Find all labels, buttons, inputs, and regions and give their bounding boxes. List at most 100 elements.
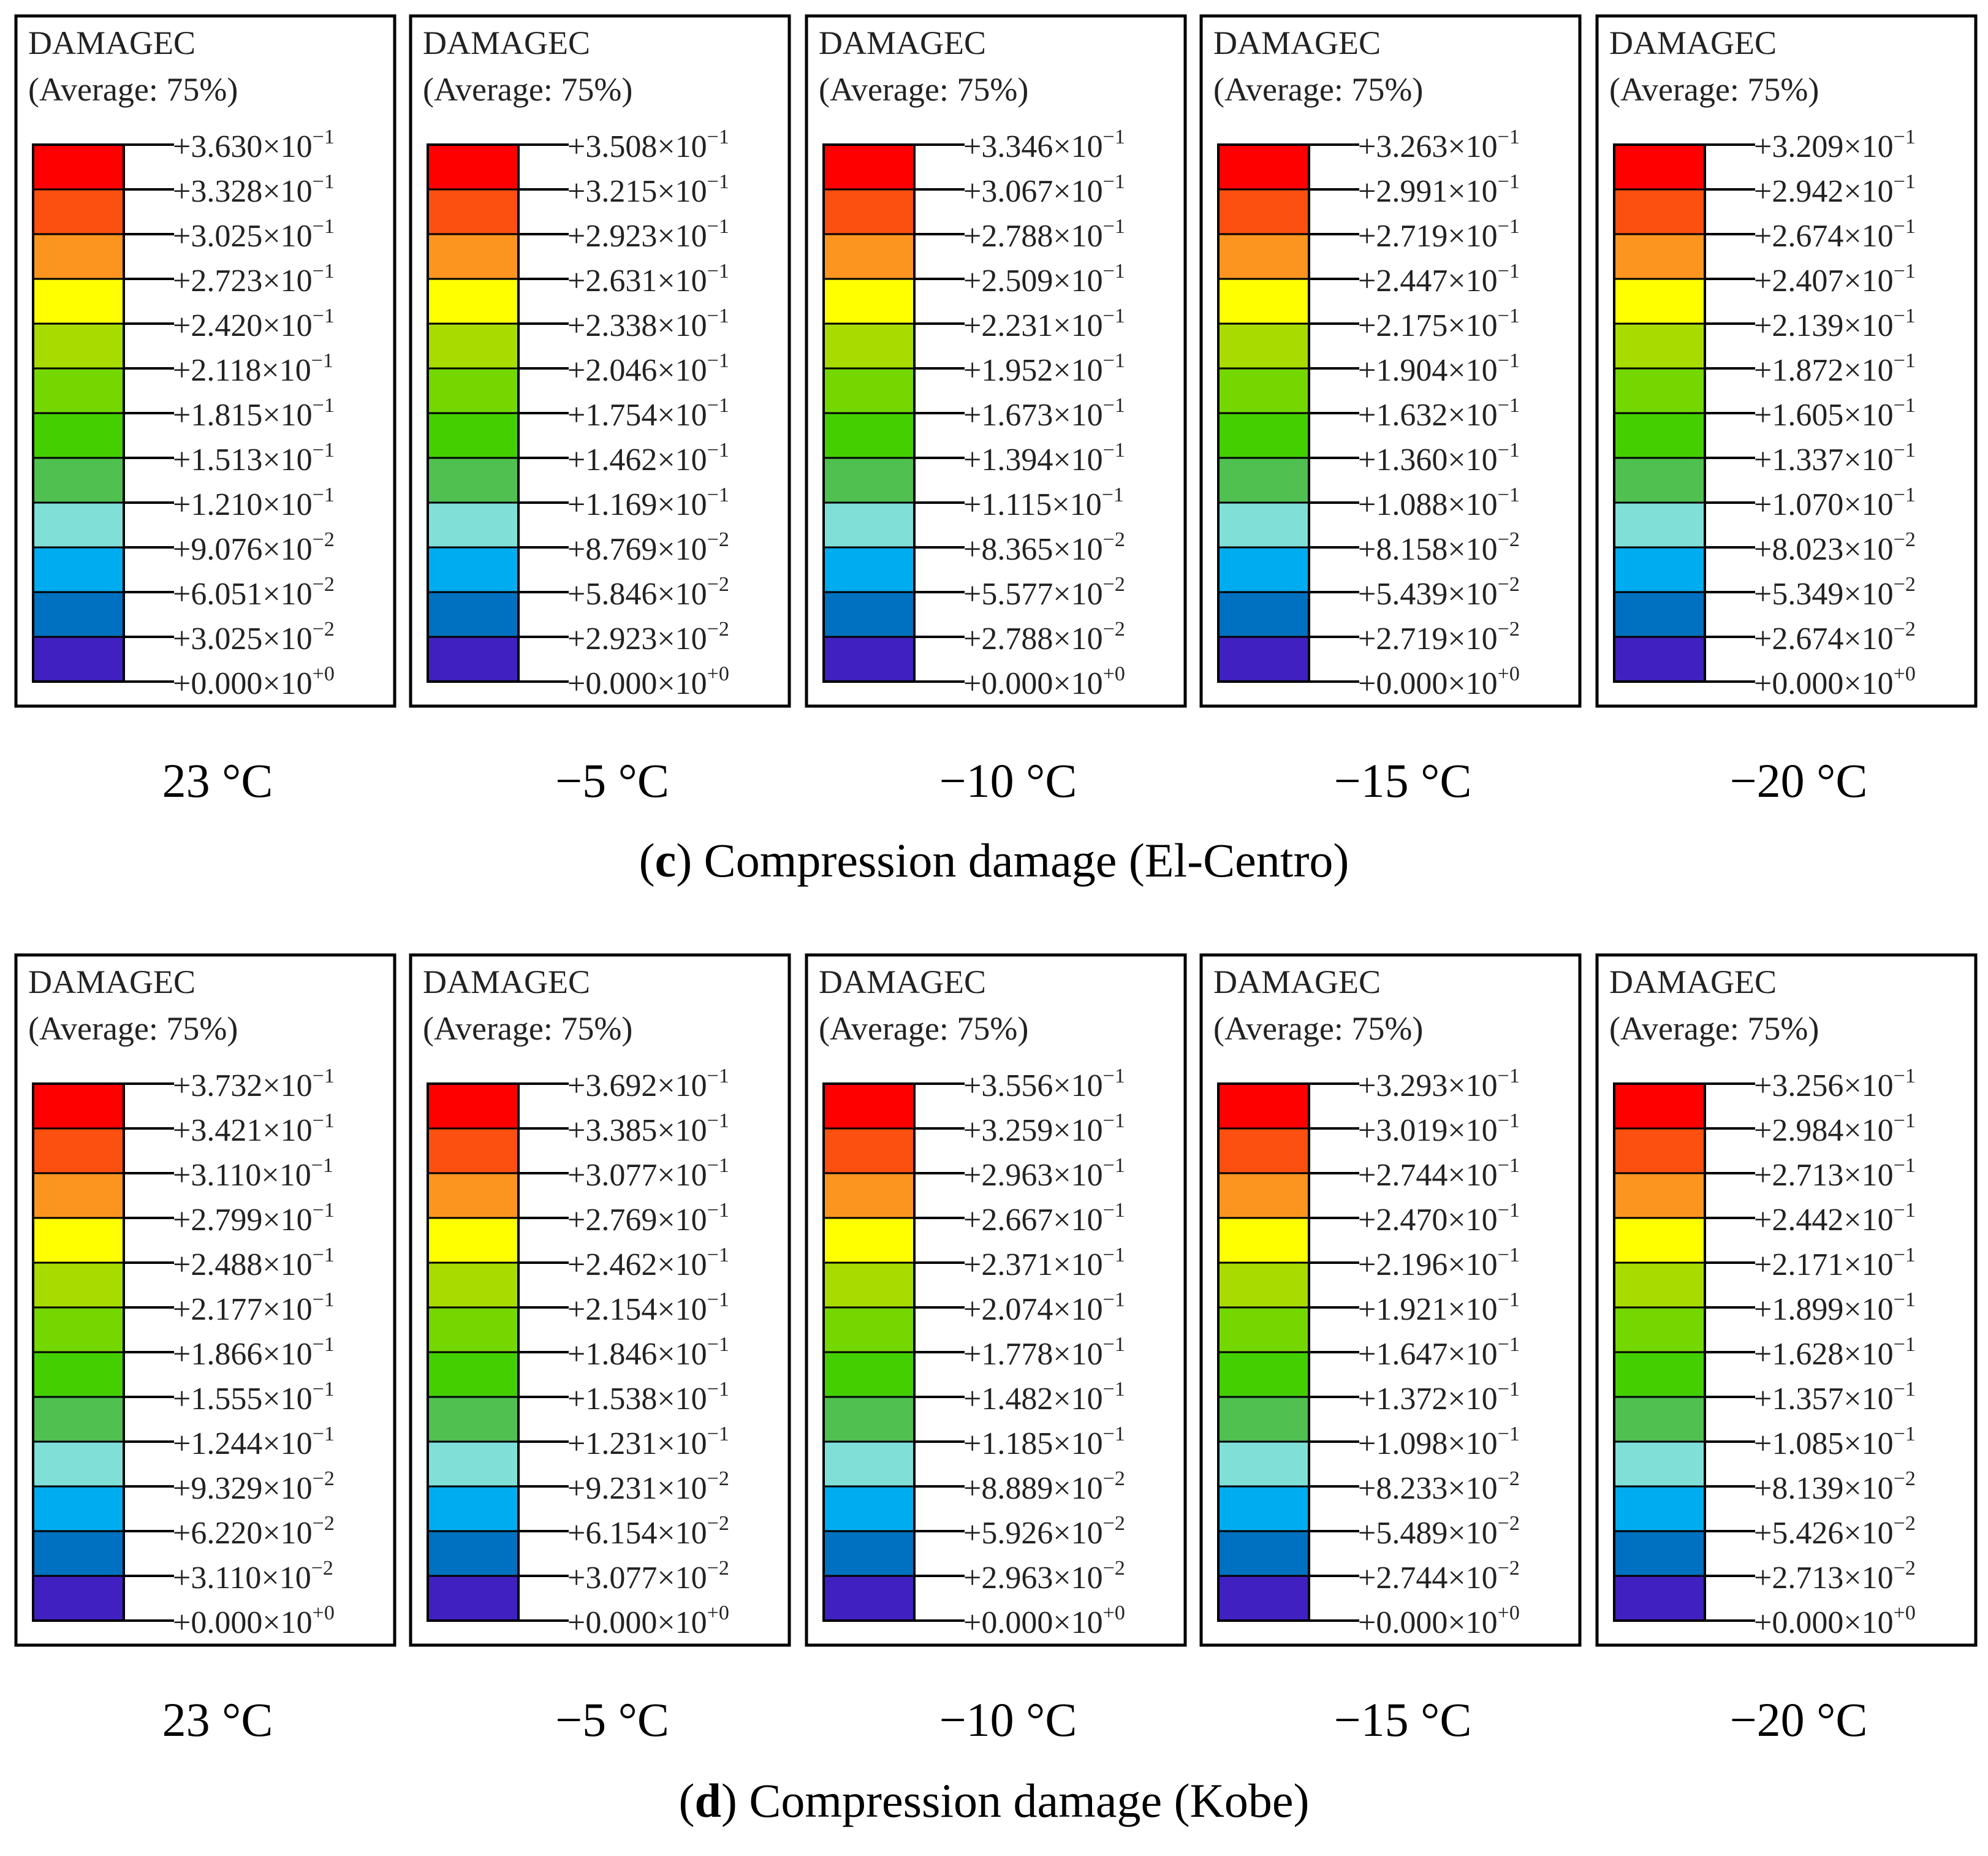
tick-mantissa: +2.407 [1754,264,1843,299]
tick-exponent: −2 [1498,528,1520,551]
tick-label: +2.470×10−1 [1358,1199,1520,1238]
tick-exponent: −1 [1103,260,1125,283]
tick-label: +0.000×10+0 [173,1602,335,1640]
color-band [32,1575,125,1622]
tick-label: +1.921×10−1 [1358,1288,1520,1327]
tick-exponent: −1 [313,1109,335,1132]
tick-exponent: +0 [1498,1602,1520,1624]
tick-label: +0.000×10+0 [963,1602,1125,1640]
tick-label: +2.175×10−1 [1358,305,1520,343]
color-band [822,636,916,683]
tick-times: ×10 [1447,1561,1497,1595]
color-band [1217,457,1310,504]
tick-exponent: −1 [1894,1288,1916,1311]
tick-label: +5.426×10−2 [1754,1512,1916,1551]
temperature-label: 23 °C [162,1693,273,1746]
tick-exponent: −1 [1103,1423,1125,1445]
tick-label: +1.754×10−1 [567,394,729,433]
tick-label: +2.447×10−1 [1358,260,1520,299]
color-band [32,1306,125,1353]
temperature-label: −10 °C [939,1693,1077,1746]
tick-mantissa: +2.744 [1358,1158,1447,1193]
color-band [427,233,520,280]
temperature-label: −20 °C [1730,754,1868,807]
tick-times: ×10 [1843,219,1893,254]
tick-label: +1.244×10−1 [173,1423,335,1461]
tick-mantissa: +2.713 [1754,1561,1843,1595]
tick-exponent: −1 [707,1244,729,1266]
tick-mantissa: +1.921 [1358,1292,1447,1327]
tick-exponent: −1 [1103,1244,1125,1266]
tick-label: +0.000×10+0 [1754,663,1916,701]
tick-times: ×10 [1053,1113,1102,1148]
color-band [32,501,125,549]
tick-label: +1.538×10−1 [567,1378,729,1417]
color-band [1613,322,1706,370]
legend-panel: DAMAGEC(Average: 75%)+3.256×10−1+2.984×1… [1595,953,1978,1647]
tick-label: +1.632×10−1 [1358,394,1520,433]
tick-times: ×10 [261,1561,311,1595]
tick-times: ×10 [1843,129,1893,164]
caption-text: ) Compression damage (El-Centro) [676,834,1349,887]
tick-times: ×10 [1053,1605,1102,1640]
tick-label: +1.337×10−1 [1754,439,1916,477]
tick-label: +2.118×10−1 [173,349,333,388]
legend-panel: DAMAGEC(Average: 75%)+3.556×10−1+3.259×1… [805,953,1187,1647]
tick-mantissa: +2.923 [567,622,657,656]
tick-exponent: −1 [707,1423,729,1445]
tick-times: ×10 [657,1471,707,1506]
color-band [822,1082,916,1130]
tick-mantissa: +3.293 [1358,1068,1447,1103]
tick-times: ×10 [262,443,312,477]
tick-times: ×10 [1843,264,1893,299]
tick-mantissa: +2.447 [1358,264,1447,299]
color-band [822,1217,916,1264]
tick-mantissa: +1.337 [1754,443,1843,477]
tick-mantissa: +1.555 [173,1382,262,1417]
tick-mantissa: +1.632 [1358,398,1447,433]
color-band [32,367,125,414]
tick-times: ×10 [262,1068,312,1103]
tick-exponent: −2 [313,528,335,551]
color-band [1613,1082,1706,1130]
tick-times: ×10 [1053,308,1102,343]
tick-times: ×10 [262,174,312,209]
tick-exponent: −2 [1498,1512,1520,1535]
tick-label: +0.000×10+0 [1358,663,1520,701]
color-band [1217,1440,1310,1488]
tick-exponent: −1 [1498,1154,1520,1177]
color-band [822,457,916,504]
legend-panel: DAMAGEC(Average: 75%)+3.630×10−1+3.328×1… [14,14,396,708]
tick-exponent: −1 [1894,1065,1916,1087]
tick-label: +2.991×10−1 [1358,170,1520,209]
tick-times: ×10 [1447,1471,1497,1506]
tick-label: +2.723×10−1 [173,260,335,299]
tick-exponent: −1 [1498,484,1520,506]
caption-letter: d [695,1774,721,1827]
legend-panel: DAMAGEC(Average: 75%)+3.692×10−1+3.385×1… [409,953,791,1647]
color-band [822,1306,916,1353]
tick-mantissa: +3.019 [1358,1113,1447,1148]
tick-times: ×10 [657,487,707,522]
color-band [427,188,520,235]
tick-exponent: −1 [313,484,335,506]
tick-exponent: −1 [1498,126,1520,148]
legend-subtitle: (Average: 75%) [819,1010,1028,1047]
tick-exponent: −1 [1498,394,1520,417]
color-band [822,233,916,280]
tick-mantissa: +2.923 [567,219,657,254]
tick-mantissa: +2.470 [1358,1203,1447,1238]
tick-label: +1.778×10−1 [963,1333,1125,1372]
tick-mantissa: +2.984 [1754,1113,1843,1148]
tick-mantissa: +5.926 [963,1516,1053,1551]
tick-label: +1.462×10−1 [567,439,729,477]
color-band [1217,1261,1310,1309]
legend-title: DAMAGEC [423,964,590,1000]
tick-mantissa: +5.577 [963,577,1053,612]
tick-mantissa: +9.231 [567,1471,657,1506]
color-band [1217,1485,1310,1532]
tick-label: +1.357×10−1 [1754,1378,1916,1417]
color-band [427,322,520,370]
tick-exponent: −2 [1894,1557,1916,1580]
tick-label: +1.673×10−1 [963,394,1125,433]
